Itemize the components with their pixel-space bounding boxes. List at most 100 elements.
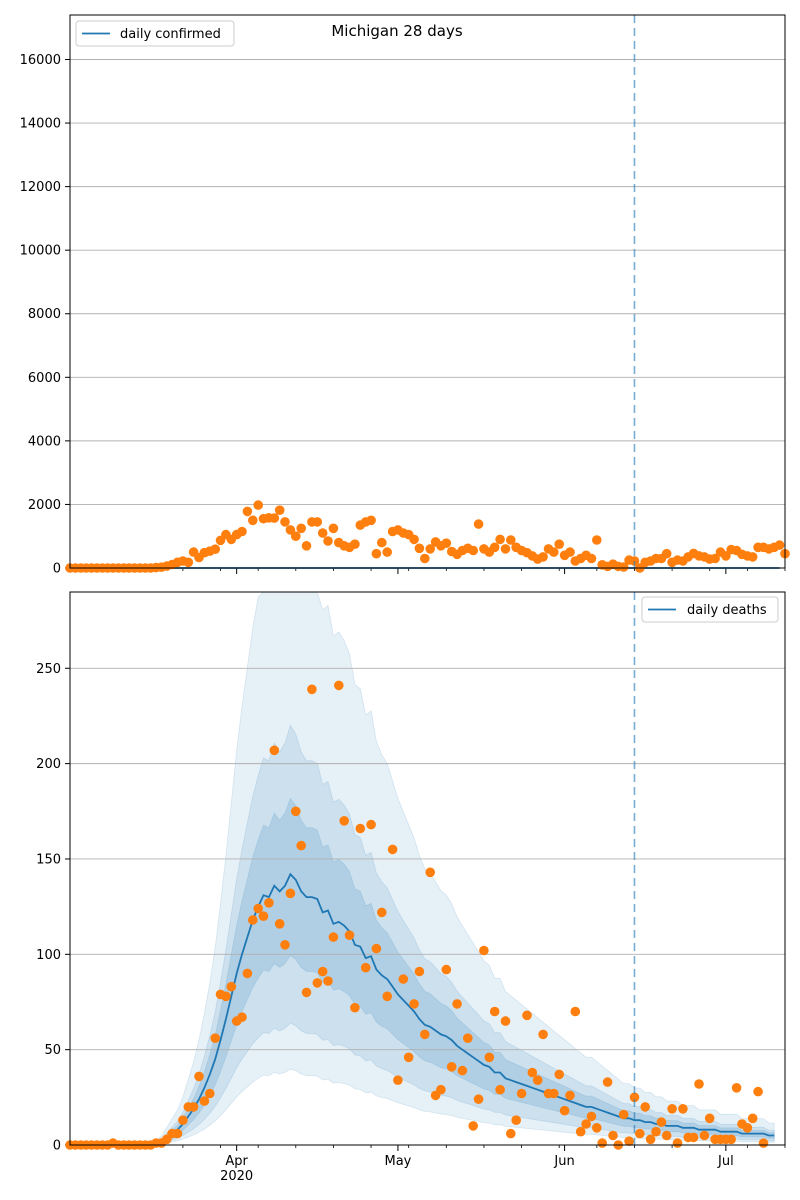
deaths-observed-point <box>629 1092 640 1103</box>
confirmed-observed-point <box>661 548 672 559</box>
deaths-observed-point <box>656 1117 667 1127</box>
deaths-observed-point <box>403 1052 414 1063</box>
deaths-observed-point <box>296 840 307 851</box>
deaths-observed-point <box>205 1088 215 1099</box>
confirmed-observed-point <box>210 544 220 554</box>
deaths-legend-box <box>641 596 779 623</box>
confirmed-observed-point <box>538 552 548 562</box>
deaths-observed-point <box>264 898 274 908</box>
deaths-observed-point <box>226 981 237 992</box>
confirmed-x-ticks <box>69 568 786 574</box>
confirmed-panel: 0 2000 4000 6000 8000 10000 12000 14000 16000 Mi… <box>20 14 790 577</box>
deaths-observed-point <box>355 823 366 834</box>
deaths-observed-point <box>495 1084 505 1095</box>
deaths-model-line <box>70 872 775 1146</box>
confirmed-observed-point <box>506 535 516 545</box>
deaths-x-tick-label: 2020 <box>220 1169 253 1184</box>
confirmed-observed-point <box>425 544 436 554</box>
confirmed-observed-point <box>473 519 484 529</box>
deaths-x-tick-label: May <box>384 1154 411 1169</box>
confirmed-observed-point <box>565 547 575 557</box>
deaths-observed-point <box>468 1121 479 1131</box>
confirmed-observed-point <box>291 531 301 541</box>
deaths-observed-point <box>575 1126 586 1137</box>
deaths-observed-point <box>602 1077 613 1087</box>
deaths-observed-point <box>253 903 263 914</box>
deaths-observed-point <box>371 943 382 954</box>
confirmed-observed-point <box>312 517 323 527</box>
deaths-observed-point <box>500 1016 511 1026</box>
confirmed-observed-point <box>269 513 280 523</box>
deaths-observed-point <box>667 1104 677 1114</box>
deaths-observed-point <box>393 1075 403 1085</box>
confirmed-y-ticks: 0 2000 4000 6000 8000 10000 12000 14000 16000 <box>20 53 70 577</box>
deaths-y-tick-label: 200 <box>36 757 61 772</box>
deaths-observed-point <box>479 945 489 956</box>
deaths-observed-point <box>506 1128 516 1139</box>
deaths-observed-point <box>360 962 371 973</box>
deaths-observed-point <box>624 1136 634 1146</box>
confirmed-observed-point <box>366 515 376 526</box>
deaths-x-tick-label: Jun <box>553 1154 574 1169</box>
confirmed-observed-point <box>328 523 339 534</box>
deaths-observed-point <box>312 978 323 988</box>
confirmed-observed-point <box>549 547 559 557</box>
deaths-observed-point <box>731 1083 742 1093</box>
deaths-y-tick-label: 250 <box>36 662 61 677</box>
deaths-y-tick-label: 150 <box>36 852 61 867</box>
confirmed-observed-point <box>237 526 247 537</box>
deaths-observed-point <box>446 1062 457 1072</box>
deaths-observed-point <box>581 1119 591 1129</box>
deaths-observed-point <box>694 1079 704 1089</box>
deaths-observed-point <box>678 1104 688 1114</box>
deaths-observed-point <box>301 987 312 998</box>
confirmed-observed-point <box>586 553 597 564</box>
deaths-observed-point <box>463 1033 473 1043</box>
deaths-observed-point <box>452 999 462 1009</box>
confirmed-observed-point <box>371 548 382 559</box>
deaths-observed-point <box>608 1130 618 1141</box>
deaths-observed-point <box>274 919 285 929</box>
deaths-observed-point <box>511 1115 521 1125</box>
confirmed-observed-point <box>420 553 430 564</box>
confirmed-observed-point <box>468 545 479 556</box>
deaths-legend: daily deaths <box>641 596 779 623</box>
confirmed-observed-point <box>441 538 452 548</box>
deaths-observed-point <box>291 806 301 817</box>
deaths-observed-point <box>618 1109 629 1120</box>
deaths-observed-point <box>473 1094 484 1104</box>
deaths-observed-point <box>285 888 296 899</box>
deaths-observed-point <box>409 999 419 1009</box>
deaths-observed-point <box>570 1006 581 1017</box>
deaths-plot-border <box>69 591 786 1146</box>
confirmed-legend-box <box>75 20 235 47</box>
deaths-observed-point <box>726 1134 736 1145</box>
confirmed-grid <box>70 59 785 569</box>
deaths-observed-point <box>237 1012 247 1022</box>
deaths-observed-point <box>484 1052 495 1063</box>
deaths-observed-point <box>258 911 269 921</box>
confirmed-legend: daily confirmed <box>75 20 235 47</box>
deaths-observed-point <box>688 1132 699 1143</box>
deaths-observed-point <box>242 968 253 979</box>
deaths-observed-point <box>307 684 317 695</box>
deaths-observed-point <box>554 1069 564 1080</box>
deaths-observed-point <box>350 1002 360 1013</box>
deaths-observed-point <box>699 1130 710 1141</box>
deaths-observed-point <box>532 1075 543 1085</box>
confirmed-observed-point <box>592 535 602 545</box>
deaths-observed-point <box>248 915 258 925</box>
deaths-observed-point <box>436 1084 446 1095</box>
confirmed-observed-point <box>618 562 629 572</box>
confirmed-observed-point <box>377 537 387 548</box>
deaths-observed-point <box>221 991 231 1002</box>
deaths-observed-point <box>489 1006 500 1017</box>
deaths-observed-point <box>592 1123 602 1133</box>
confirmed-observed-point <box>382 547 393 557</box>
confirmed-observed-point <box>489 542 500 553</box>
confirmed-observed-point <box>774 540 785 550</box>
deaths-observed-point <box>516 1088 527 1099</box>
deaths-observed-point <box>527 1067 538 1078</box>
deaths-observed-point <box>414 966 425 977</box>
deaths-observed-point <box>758 1138 769 1148</box>
